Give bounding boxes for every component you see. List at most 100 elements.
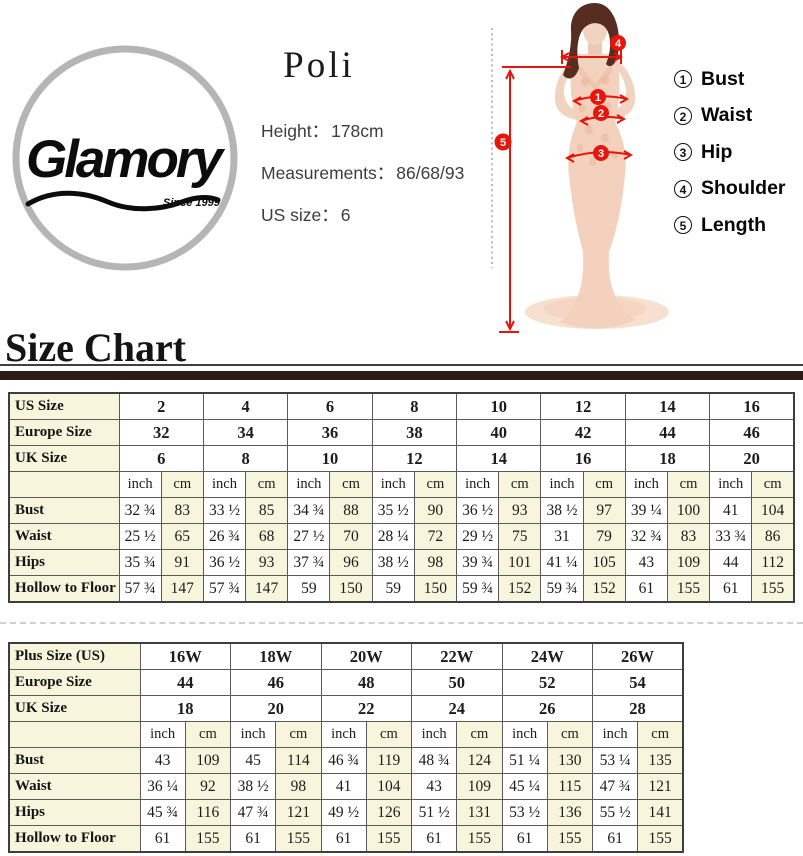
measure-value-cell: 101 xyxy=(498,549,542,576)
measure-value-cell: 104 xyxy=(751,497,795,524)
unit-inch-cell: inch xyxy=(320,721,367,748)
size-value-cell: 2 xyxy=(118,392,204,420)
measure-value-cell: 98 xyxy=(413,549,458,576)
dress xyxy=(559,60,635,329)
measure-value-cell: 70 xyxy=(329,523,373,550)
size-value-cell: 10 xyxy=(287,445,373,472)
measure-value-cell: 57 ¾ xyxy=(202,575,247,603)
measure-value-cell: 59 xyxy=(287,575,331,603)
colon: ： xyxy=(321,205,339,225)
measure-value-cell: 47 ¾ xyxy=(591,773,639,800)
measure-value-cell: 105 xyxy=(582,549,626,576)
neck xyxy=(588,40,602,58)
unit-cm-cell: cm xyxy=(329,471,373,498)
measure-value-cell: 98 xyxy=(275,773,322,800)
measure-value-cell: 109 xyxy=(184,747,232,774)
heading-rule-thick xyxy=(0,371,803,380)
unit-cm-cell: cm xyxy=(365,721,413,748)
size-value-cell: 12 xyxy=(371,445,458,472)
measure-value-cell: 35 ¾ xyxy=(118,549,162,576)
measure-value-cell: 51 ¼ xyxy=(501,747,548,774)
product-name: Poli xyxy=(283,45,355,86)
standard-size-table-grid: US Size 2 4 6 8 10 12 14 16 Europe Size 32 34 36 38 40… xyxy=(8,392,795,603)
size-value-cell: 18 xyxy=(624,445,711,472)
measure-value-cell: 41 xyxy=(709,497,753,524)
unit-cm-cell: cm xyxy=(582,471,626,498)
measure-value-cell: 59 ¾ xyxy=(455,575,500,603)
measure-value-cell: 121 xyxy=(275,799,322,826)
brand-logo: Glamory Since 1999 xyxy=(10,42,240,274)
unit-cm-cell: cm xyxy=(413,471,458,498)
measure-value-cell: 86 xyxy=(751,523,795,550)
colon: ： xyxy=(311,121,330,141)
row-label: Hips xyxy=(8,799,141,826)
row-label: Hollow to Floor xyxy=(8,575,120,603)
measure-value-cell: 32 ¾ xyxy=(624,523,668,550)
measure-value-cell: 121 xyxy=(637,773,684,800)
unit-cm-cell: cm xyxy=(456,721,503,748)
section-title: Size Chart xyxy=(5,325,187,370)
size-value-cell: 16W xyxy=(139,642,231,670)
measure-value-cell: 61 xyxy=(709,575,753,603)
row-label: Plus Size (US) xyxy=(8,642,141,670)
size-value-cell: 32 xyxy=(118,419,204,446)
size-value-cell: 48 xyxy=(320,669,412,696)
unit-inch-cell: inch xyxy=(624,471,668,498)
measure-value-cell: 61 xyxy=(320,825,367,853)
measure-value-cell: 152 xyxy=(582,575,626,603)
plus-size-table: Plus Size (US) 16W 18W 20W 22W 24W 26W Europe S… xyxy=(8,642,684,853)
unit-inch-cell: inch xyxy=(202,471,247,498)
measure-value-cell: 39 ¾ xyxy=(455,549,500,576)
svg-text:3: 3 xyxy=(598,148,604,160)
measure-value-cell: 83 xyxy=(160,497,204,524)
unit-inch-cell: inch xyxy=(118,471,162,498)
measure-value-cell: 45 ¼ xyxy=(501,773,548,800)
measure-value-cell: 57 ¾ xyxy=(118,575,162,603)
row-label: US Size xyxy=(8,392,120,420)
measure-value-cell: 75 xyxy=(498,523,542,550)
marker-hip: 3 xyxy=(593,145,609,161)
measurements-line: Measurements： 86/68/93 xyxy=(261,160,464,185)
unit-inch-cell: inch xyxy=(455,471,500,498)
row-label: UK Size xyxy=(8,445,120,472)
logo-circle xyxy=(12,45,238,271)
measure-value-cell: 61 xyxy=(501,825,548,853)
brand-logo-graphic: Glamory Since 1999 xyxy=(12,45,238,271)
legend-circle-2: 2 xyxy=(674,106,692,125)
unit-cm-cell: cm xyxy=(546,721,594,748)
model-photo: 1 2 3 4 5 xyxy=(485,0,675,335)
legend-circle-1: 1 xyxy=(674,70,692,88)
measure-value-cell: 141 xyxy=(637,799,684,826)
measure-value-cell: 61 xyxy=(229,825,277,853)
measure-value-cell: 25 ½ xyxy=(118,523,162,550)
measure-value-cell: 48 ¾ xyxy=(410,747,458,774)
measure-value-cell: 155 xyxy=(546,825,594,853)
size-value-cell: 46 xyxy=(709,419,795,446)
measure-value-cell: 37 ¾ xyxy=(287,549,331,576)
svg-text:2: 2 xyxy=(598,108,604,120)
row-label: Bust xyxy=(8,747,141,774)
size-value-cell: 18 xyxy=(139,695,231,722)
unit-cm-cell: cm xyxy=(245,471,289,498)
standard-size-table: US Size 2 4 6 8 10 12 14 16 Europe Size 32 34 36 38 40… xyxy=(8,392,795,603)
logo-wave xyxy=(25,190,221,212)
unit-cm-cell: cm xyxy=(751,471,795,498)
size-value-cell: 44 xyxy=(139,669,231,696)
measure-value-cell: 31 xyxy=(540,523,584,550)
measure-value-cell: 33 ½ xyxy=(202,497,247,524)
unit-inch-cell: inch xyxy=(229,721,277,748)
measure-value-cell: 104 xyxy=(365,773,413,800)
row-label: Waist xyxy=(8,523,120,550)
measure-value-cell: 83 xyxy=(666,523,711,550)
unit-inch-cell: inch xyxy=(709,471,753,498)
legend-item-waist: 2 Waist xyxy=(674,104,786,127)
unit-cm-cell: cm xyxy=(498,471,542,498)
legend-circle-3: 3 xyxy=(674,143,692,161)
measure-value-cell: 36 ¼ xyxy=(139,773,186,800)
unit-cm-cell: cm xyxy=(275,721,322,748)
measure-value-cell: 100 xyxy=(666,497,711,524)
measure-value-cell: 155 xyxy=(666,575,711,603)
measure-value-cell: 68 xyxy=(245,523,289,550)
measure-value-cell: 112 xyxy=(751,549,795,576)
